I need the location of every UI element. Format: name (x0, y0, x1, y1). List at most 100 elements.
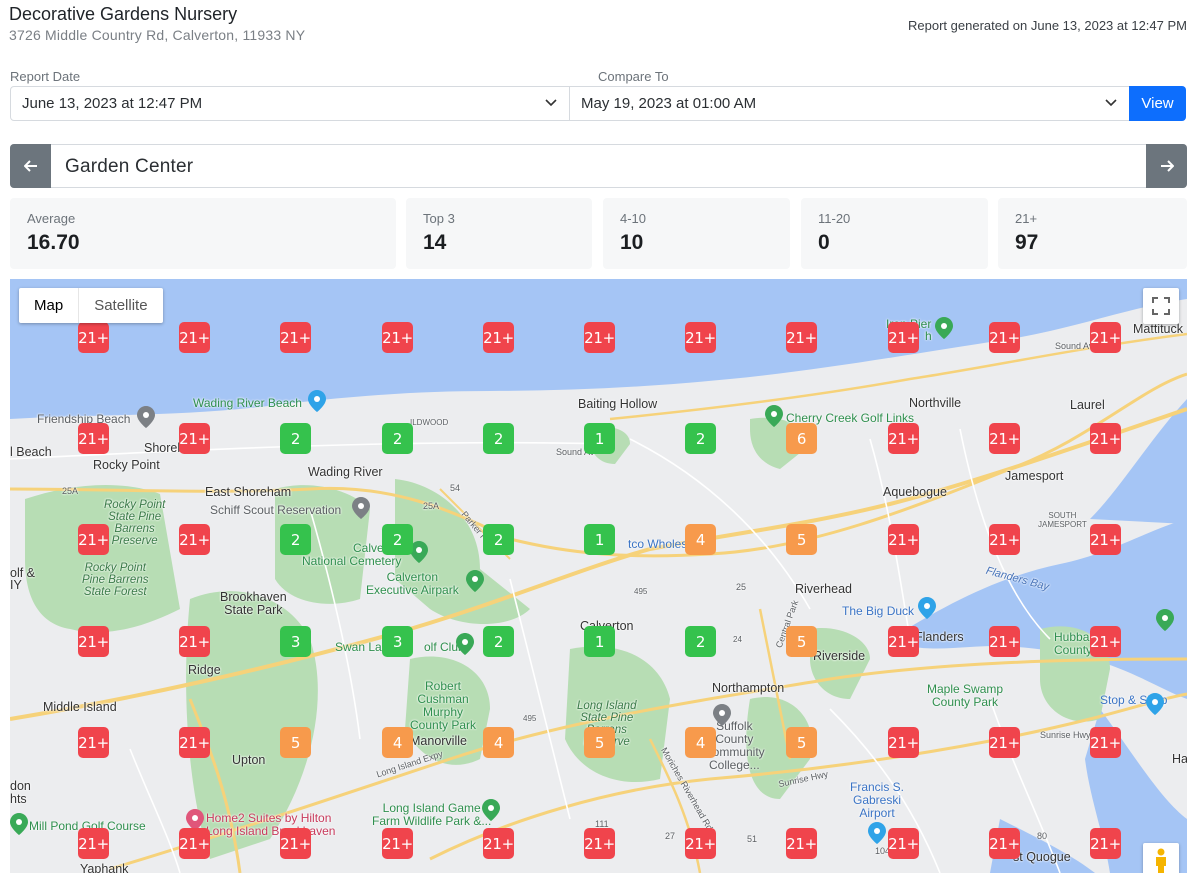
rank-marker[interactable]: 21+ (989, 727, 1020, 758)
rank-marker[interactable]: 21+ (179, 828, 210, 859)
rank-marker[interactable]: 21+ (280, 322, 311, 353)
rank-marker[interactable]: 21+ (179, 423, 210, 454)
rank-marker[interactable]: 5 (280, 727, 311, 758)
rank-marker[interactable]: 4 (685, 524, 716, 555)
rank-marker[interactable]: 21+ (483, 322, 514, 353)
rank-marker[interactable]: 21+ (1090, 626, 1121, 657)
rank-marker[interactable]: 4 (685, 727, 716, 758)
rank-marker[interactable]: 2 (280, 524, 311, 555)
map-pin-icon (352, 497, 370, 519)
map-type-map-button[interactable]: Map (19, 288, 80, 323)
rank-marker[interactable]: 4 (483, 727, 514, 758)
rank-marker[interactable]: 21+ (989, 423, 1020, 454)
rank-marker[interactable]: 21+ (888, 423, 919, 454)
rank-marker[interactable]: 21+ (989, 524, 1020, 555)
rank-marker[interactable]: 21+ (888, 626, 919, 657)
report-date-value: June 13, 2023 at 12:47 PM (22, 95, 203, 112)
street-view-button[interactable] (1143, 843, 1179, 873)
map-pin-icon (10, 813, 28, 835)
map-label: Flanders (915, 630, 964, 644)
report-date-select[interactable]: June 13, 2023 at 12:47 PM (10, 86, 570, 121)
rank-marker[interactable]: 3 (280, 626, 311, 657)
rank-marker[interactable]: 21+ (382, 322, 413, 353)
rank-marker[interactable]: 5 (786, 626, 817, 657)
map-label: ILDWOOD (410, 418, 449, 427)
rank-marker[interactable]: 5 (786, 524, 817, 555)
view-button[interactable]: View (1129, 86, 1186, 121)
rank-marker[interactable]: 1 (584, 524, 615, 555)
map-label: Calverton Executive Airpark (366, 570, 459, 597)
rank-marker[interactable]: 21+ (1090, 727, 1121, 758)
rank-marker[interactable]: 21+ (483, 828, 514, 859)
rank-marker[interactable]: 21+ (78, 727, 109, 758)
rank-marker[interactable]: 21+ (280, 828, 311, 859)
map-label: National Cemetery (302, 554, 402, 568)
rank-marker[interactable]: 21+ (78, 828, 109, 859)
rank-marker[interactable]: 21+ (78, 524, 109, 555)
rank-marker[interactable]: 21+ (685, 322, 716, 353)
rank-marker[interactable]: 21+ (989, 626, 1020, 657)
compare-to-select[interactable]: May 19, 2023 at 01:00 AM (569, 86, 1130, 121)
rank-marker[interactable]: 2 (382, 423, 413, 454)
rank-marker[interactable]: 5 (584, 727, 615, 758)
map-label: Upton (232, 753, 266, 767)
map-label: Northampton (712, 681, 785, 695)
rank-marker[interactable]: 21+ (685, 828, 716, 859)
rank-marker[interactable]: 21+ (584, 828, 615, 859)
fullscreen-button[interactable] (1143, 288, 1179, 324)
rank-marker[interactable]: 4 (382, 727, 413, 758)
rank-marker[interactable]: 1 (584, 626, 615, 657)
rank-marker[interactable]: 21+ (888, 322, 919, 353)
rank-marker[interactable]: 21+ (179, 727, 210, 758)
next-keyword-button[interactable] (1146, 144, 1187, 188)
map-type-satellite-button[interactable]: Satellite (94, 297, 148, 314)
rank-marker[interactable]: 21+ (989, 322, 1020, 353)
map-pin-icon (918, 597, 936, 619)
rank-marker[interactable]: 21+ (888, 727, 919, 758)
rank-marker[interactable]: 2 (685, 626, 716, 657)
stat-top3: Top 3 14 (406, 198, 592, 269)
map-label: Jamesport (1005, 469, 1064, 483)
rank-marker[interactable]: 21+ (888, 828, 919, 859)
rank-marker[interactable]: 2 (483, 626, 514, 657)
chevron-down-icon (1105, 99, 1117, 107)
rank-marker[interactable]: 21+ (1090, 423, 1121, 454)
rank-marker[interactable]: 21+ (584, 322, 615, 353)
pegman-icon (1156, 848, 1166, 873)
stat-4-10: 4-10 10 (603, 198, 790, 269)
rank-marker[interactable]: 21+ (179, 322, 210, 353)
rank-marker[interactable]: 2 (280, 423, 311, 454)
rank-marker[interactable]: 21+ (179, 626, 210, 657)
map-background (10, 279, 1187, 873)
rank-marker[interactable]: 2 (483, 423, 514, 454)
rank-marker[interactable]: 21+ (179, 524, 210, 555)
chevron-down-icon (545, 99, 557, 107)
rank-marker[interactable]: 21+ (786, 322, 817, 353)
map-label: Ridge (188, 663, 221, 677)
rank-marker[interactable]: 21+ (1090, 322, 1121, 353)
rank-marker[interactable]: 5 (786, 727, 817, 758)
rank-marker[interactable]: 21+ (989, 828, 1020, 859)
map-label: Wading River (308, 465, 383, 479)
rank-marker[interactable]: 21+ (786, 828, 817, 859)
map-label: Wading River Beach (193, 396, 302, 410)
rank-marker[interactable]: 3 (382, 626, 413, 657)
map-label: Northville (909, 396, 962, 410)
rank-marker[interactable]: 21+ (1090, 828, 1121, 859)
previous-keyword-button[interactable] (10, 144, 51, 188)
rank-marker[interactable]: 21+ (382, 828, 413, 859)
rank-marker[interactable]: 21+ (78, 626, 109, 657)
rank-marker[interactable]: 21+ (888, 524, 919, 555)
rank-marker[interactable]: 2 (382, 524, 413, 555)
map-label: 25A (423, 501, 440, 511)
rank-marker[interactable]: 21+ (1090, 524, 1121, 555)
rank-marker[interactable]: 2 (685, 423, 716, 454)
rank-marker[interactable]: 21+ (78, 322, 109, 353)
rank-marker[interactable]: 1 (584, 423, 615, 454)
stat-label: 11-20 (818, 211, 851, 226)
rank-marker[interactable]: 6 (786, 423, 817, 454)
rank-marker[interactable]: 2 (483, 524, 514, 555)
rank-grid-map[interactable]: Mattituck Iron Pier h Sound Av Wading Ri… (10, 279, 1187, 873)
rank-marker[interactable]: 21+ (78, 423, 109, 454)
